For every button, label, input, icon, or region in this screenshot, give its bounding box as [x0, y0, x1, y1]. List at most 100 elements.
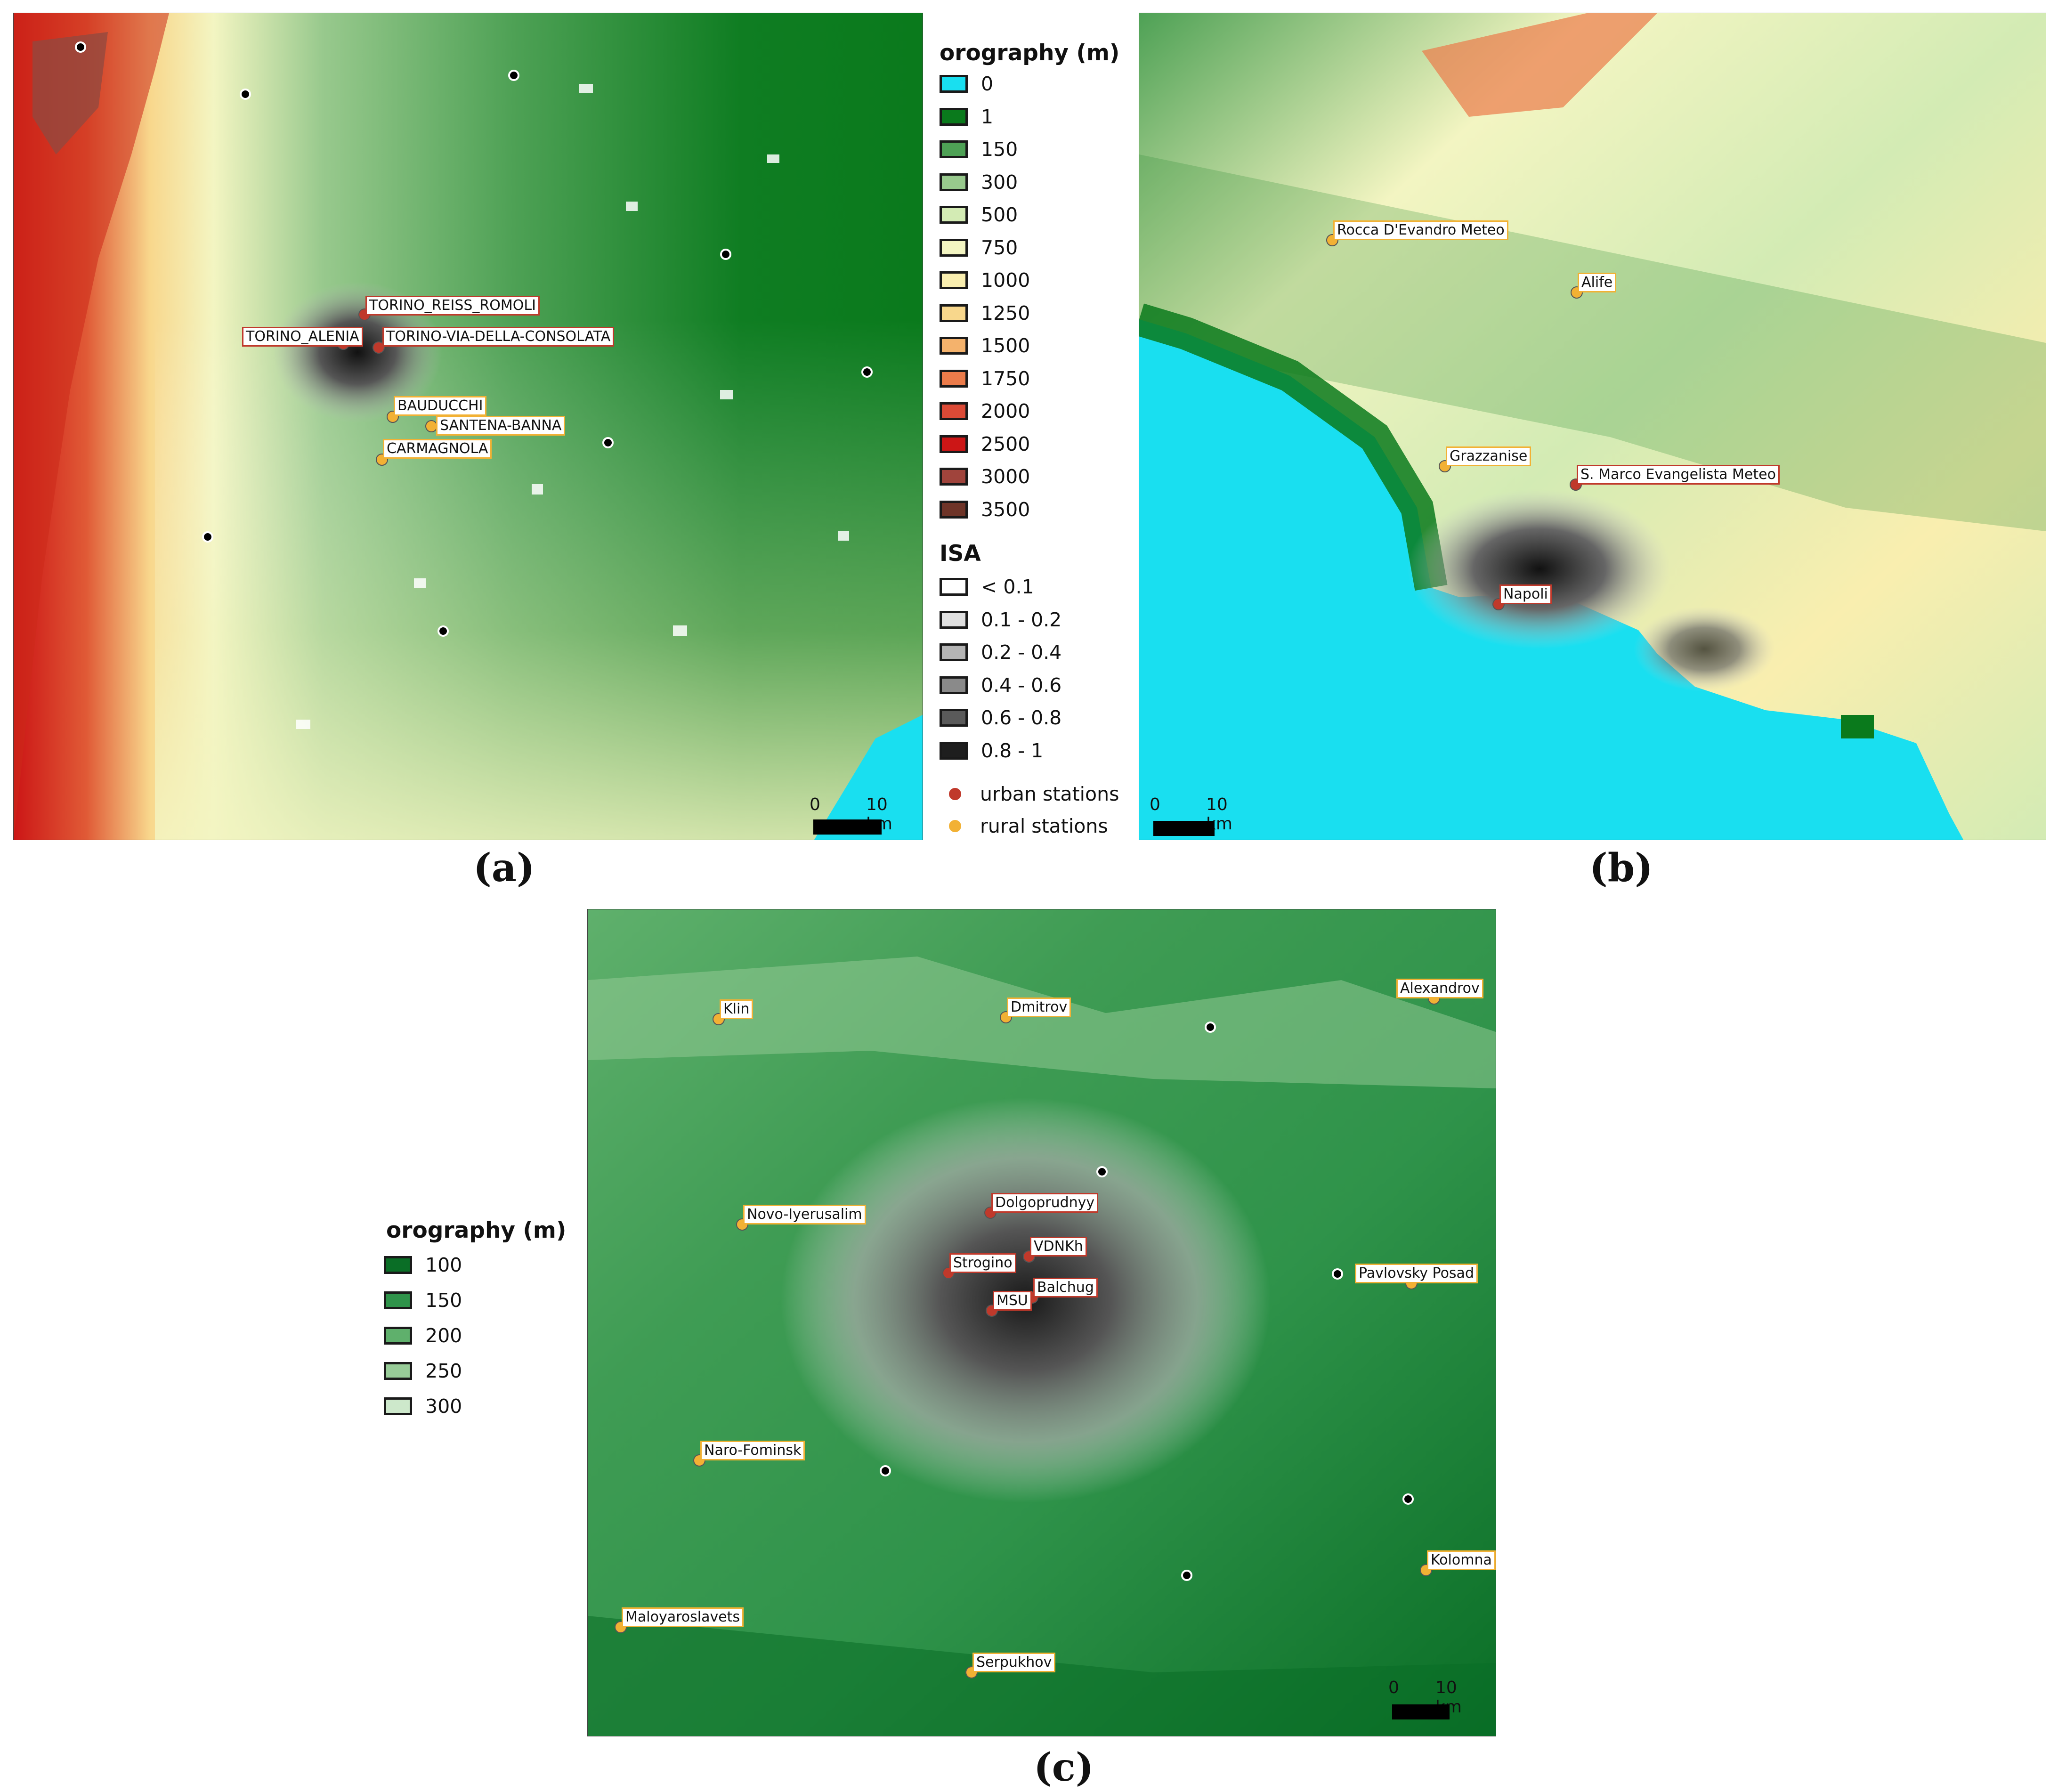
- rain-gauge-dot: [1205, 1022, 1216, 1033]
- legend-orography-item-label: 2500: [981, 432, 1030, 455]
- map-panel-c[interactable]: Klin Dmitrov Alexandrov Novo-Iyerusalim …: [587, 909, 1496, 1736]
- legend-orography-item-label: 150: [981, 138, 1018, 161]
- legend-orography-item-4: 500: [940, 203, 1018, 227]
- map-panel-a[interactable]: TORINO_REISS_ROMOLI TORINO_ALENIA TORINO…: [13, 13, 923, 840]
- legend-isa-item-label: 0.4 - 0.6: [981, 673, 1062, 697]
- legend-orography-item-swatch: [940, 500, 968, 519]
- legend-orography-item-0: 0: [940, 72, 993, 96]
- legend-orography-item-swatch: [940, 238, 968, 257]
- legend-orography-item-swatch: [940, 304, 968, 322]
- legend-isa-item-label: 0.1 - 0.2: [981, 608, 1062, 631]
- legend-orography-item-9: 1750: [940, 366, 1030, 391]
- legend-c-item-swatch: [384, 1256, 412, 1274]
- legend-c-item-1: 150: [384, 1288, 462, 1313]
- map-panel-b[interactable]: Rocca D'Evandro Meteo Alife Grazzanise S…: [1139, 13, 2046, 840]
- legend-c-item-4: 300: [384, 1394, 462, 1419]
- legend-c-item-label: 100: [425, 1254, 462, 1276]
- legend-c-item-2: 200: [384, 1323, 462, 1348]
- rain-gauge-dot: [508, 70, 519, 81]
- legend-orography-item-label: 1250: [981, 301, 1030, 324]
- legend-isa-item-3: 0.4 - 0.6: [940, 673, 1061, 697]
- rain-gauge-dot: [240, 89, 251, 100]
- legend-orography-item-swatch: [940, 140, 968, 158]
- legend-urban-stations: urban stations: [940, 782, 1119, 806]
- map-a-terrain: [14, 13, 923, 840]
- legend-orography-item-label: 3000: [981, 465, 1030, 488]
- legend-orography-item-label: 1750: [981, 367, 1030, 390]
- legend-orography-item-swatch: [940, 173, 968, 191]
- legend-orography-item-label: 1000: [981, 269, 1030, 292]
- legend-orography-item-12: 3000: [940, 464, 1030, 489]
- legend-isa-item-swatch: [940, 578, 968, 596]
- legend-orography-item-3: 300: [940, 170, 1018, 195]
- rain-gauge-dot: [880, 1465, 891, 1476]
- legend-orography-item-swatch: [940, 75, 968, 93]
- legend-orography-item-2: 150: [940, 137, 1018, 162]
- legend-c-item-swatch: [384, 1397, 412, 1415]
- map-c-terrain: [588, 909, 1496, 1736]
- rain-gauge-dot: [1332, 1268, 1343, 1280]
- legend-c-item-label: 300: [425, 1395, 462, 1418]
- legend-isa-item-swatch: [940, 709, 968, 727]
- legend-orography-item-label: 1: [981, 105, 994, 128]
- legend-orography-item-10: 2000: [940, 399, 1030, 423]
- legend-isa-item-swatch: [940, 741, 968, 760]
- legend-orography-item-swatch: [940, 369, 968, 388]
- rain-gauge-dot: [720, 249, 731, 260]
- legend-orography-item-label: 300: [981, 170, 1018, 194]
- legend-isa-item-label: 0.6 - 0.8: [981, 706, 1062, 729]
- legend-orography-item-label: 3500: [981, 498, 1030, 521]
- panel-label-b: (b): [1589, 845, 1653, 891]
- rain-gauge-dot: [1181, 1570, 1192, 1581]
- rain-gauge-dot: [1096, 1166, 1108, 1177]
- rain-gauge-dot: [438, 625, 449, 637]
- legend-c-item-3: 250: [384, 1359, 462, 1383]
- legend-c-title: orography (m): [386, 1217, 567, 1243]
- legend-isa-item-2: 0.2 - 0.4: [940, 640, 1061, 665]
- legend-orography-item-6: 1000: [940, 268, 1030, 292]
- legend-isa-item-0: < 0.1: [940, 575, 1034, 599]
- legend-orography-item-swatch: [940, 435, 968, 453]
- legend-orography-item-swatch: [940, 206, 968, 224]
- legend-c-item-label: 250: [425, 1360, 462, 1382]
- legend-orography-item-label: 500: [981, 203, 1018, 226]
- legend-rural-stations: rural stations: [940, 814, 1108, 838]
- legend-c-item-swatch: [384, 1362, 412, 1380]
- legend-orography-item-label: 1500: [981, 334, 1030, 357]
- legend-orography-item-swatch: [940, 468, 968, 486]
- legend-orography-title: orography (m): [940, 40, 1120, 66]
- rain-gauge-dot: [861, 366, 873, 378]
- rain-gauge-dot: [1402, 1493, 1414, 1505]
- legend-orography-item-1: 1: [940, 105, 993, 129]
- legend-isa-item-1: 0.1 - 0.2: [940, 608, 1061, 632]
- panel-label-a: (a): [473, 845, 535, 891]
- rain-gauge-dot: [602, 437, 614, 448]
- legend-orography-item-swatch: [940, 107, 968, 126]
- legend-isa-item-swatch: [940, 643, 968, 661]
- legend-c-item-label: 200: [425, 1324, 462, 1347]
- legend-isa-title: ISA: [940, 541, 981, 567]
- legend-orography-item-13: 3500: [940, 497, 1030, 522]
- legend-isa-item-label: < 0.1: [981, 576, 1034, 598]
- legend-isa-item-4: 0.6 - 0.8: [940, 705, 1061, 730]
- legend-orography-item-label: 2000: [981, 400, 1030, 422]
- legend-orography-item-8: 1500: [940, 333, 1030, 358]
- urban-station-dot-icon: [949, 788, 961, 800]
- legend-orography-item-7: 1250: [940, 301, 1030, 325]
- map-b-terrain: [1139, 13, 2046, 840]
- rural-station-dot-icon: [949, 820, 961, 832]
- legend-isa-item-label: 0.8 - 1: [981, 739, 1044, 762]
- legend-c-item-swatch: [384, 1327, 412, 1345]
- rain-gauge-dot: [202, 531, 213, 543]
- legend-isa-item-swatch: [940, 676, 968, 694]
- legend-orography-item-swatch: [940, 402, 968, 420]
- legend-isa-item-swatch: [940, 610, 968, 629]
- legend-orography-item-label: 0: [981, 73, 994, 95]
- legend-orography-item-swatch: [940, 271, 968, 289]
- legend-isa-item-5: 0.8 - 1: [940, 738, 1043, 763]
- legend-orography-item-11: 2500: [940, 432, 1030, 456]
- legend-orography-item-label: 750: [981, 236, 1018, 259]
- legend-orography-item-swatch: [940, 337, 968, 355]
- rain-gauge-dot: [75, 41, 86, 53]
- legend-c-item-swatch: [384, 1291, 412, 1309]
